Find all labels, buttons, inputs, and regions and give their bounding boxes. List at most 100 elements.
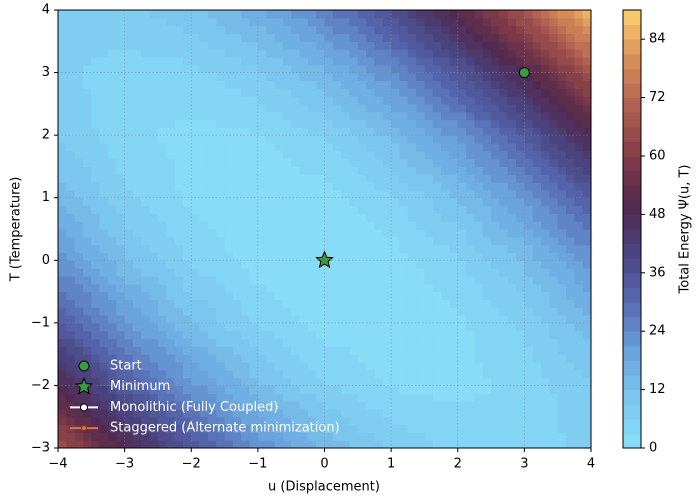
- contour-cell: [274, 229, 284, 238]
- contour-cell: [457, 268, 467, 277]
- contour-cell: [324, 291, 334, 300]
- contour-cell: [574, 96, 584, 105]
- contour-cell: [274, 338, 284, 347]
- contour-cell: [441, 260, 451, 269]
- contour-cell: [224, 268, 234, 277]
- contour-cell: [424, 408, 434, 418]
- contour-cell: [307, 221, 317, 230]
- contour-cell: [99, 424, 109, 433]
- contour-cell: [58, 135, 67, 144]
- contour-cell: [391, 174, 401, 183]
- contour-cell: [58, 72, 67, 81]
- contour-cell: [357, 41, 367, 50]
- contour-cell: [382, 252, 392, 261]
- contour-cell: [574, 283, 584, 293]
- contour-cell: [207, 49, 217, 58]
- contour-cell: [124, 174, 134, 183]
- contour-cell: [341, 119, 351, 128]
- contour-cell: [541, 142, 550, 152]
- contour-cell: [149, 213, 159, 222]
- contour-cell: [232, 315, 242, 324]
- contour-cell: [399, 432, 409, 441]
- contour-cell: [216, 127, 226, 136]
- contour-cell: [141, 64, 151, 74]
- contour-cell: [532, 275, 542, 285]
- contour-cell: [182, 283, 192, 293]
- contour-cell: [299, 103, 309, 113]
- contour-cell: [524, 64, 534, 74]
- contour-cell: [557, 307, 567, 316]
- contour-cell: [332, 432, 342, 441]
- contour-cell: [82, 213, 92, 222]
- contour-cell: [207, 64, 217, 74]
- contour-cell: [357, 25, 367, 35]
- contour-cell: [466, 197, 476, 207]
- contour-cell: [499, 221, 509, 230]
- contour-cell: [449, 330, 459, 340]
- contour-cell: [407, 268, 417, 277]
- contour-cell: [382, 103, 392, 113]
- contour-cell: [316, 291, 326, 300]
- contour-cell: [182, 401, 192, 410]
- contour-cell: [449, 408, 459, 418]
- contour-cell: [316, 80, 326, 89]
- contour-cell: [366, 252, 376, 261]
- contour-cell: [532, 80, 542, 89]
- colorbar-band: [623, 302, 641, 318]
- contour-cell: [516, 307, 525, 316]
- contour-cell: [182, 275, 192, 285]
- contour-cell: [341, 393, 351, 402]
- contour-cell: [191, 307, 201, 316]
- contour-cell: [266, 393, 276, 402]
- contour-cell: [474, 283, 484, 293]
- contour-cell: [249, 158, 259, 168]
- contour-cell: [266, 424, 276, 433]
- contour-cell: [224, 424, 234, 433]
- contour-cell: [166, 440, 176, 448]
- contour-cell: [324, 189, 334, 199]
- contour-cell: [149, 221, 159, 230]
- contour-cell: [407, 377, 417, 387]
- contour-cell: [574, 33, 584, 42]
- contour-cell: [182, 150, 192, 160]
- contour-cell: [207, 330, 217, 340]
- contour-cell: [124, 338, 134, 347]
- contour-cell: [549, 385, 559, 394]
- contour-cell: [482, 205, 492, 214]
- contour-cell: [424, 424, 434, 433]
- contour-cell: [257, 41, 267, 50]
- contour-cell: [549, 142, 559, 152]
- contour-cell: [124, 96, 134, 105]
- contour-cell: [482, 80, 492, 89]
- contour-cell: [307, 205, 317, 214]
- contour-cell: [574, 401, 584, 410]
- contour-cell: [532, 33, 542, 42]
- contour-cell: [474, 322, 484, 332]
- contour-cell: [216, 41, 226, 50]
- contour-cell: [191, 393, 201, 402]
- contour-cell: [474, 236, 484, 246]
- contour-cell: [58, 338, 67, 347]
- contour-cell: [357, 229, 367, 238]
- contour-cell: [74, 205, 84, 214]
- contour-cell: [157, 260, 167, 269]
- contour-cell: [457, 291, 467, 300]
- contour-cell: [58, 189, 67, 199]
- contour-cell: [557, 96, 567, 105]
- contour-cell: [574, 229, 584, 238]
- contour-cell: [499, 354, 509, 363]
- contour-cell: [574, 346, 584, 355]
- contour-cell: [574, 41, 584, 50]
- contour-cell: [299, 322, 309, 332]
- contour-cell: [566, 260, 575, 269]
- contour-cell: [141, 393, 151, 402]
- contour-cell: [182, 221, 192, 230]
- contour-cell: [199, 80, 209, 89]
- contour-cell: [366, 213, 376, 222]
- contour-cell: [157, 268, 167, 277]
- contour-cell: [157, 315, 167, 324]
- contour-cell: [58, 96, 67, 105]
- contour-cell: [549, 96, 559, 105]
- contour-cell: [466, 416, 476, 426]
- contour-cell: [282, 299, 292, 308]
